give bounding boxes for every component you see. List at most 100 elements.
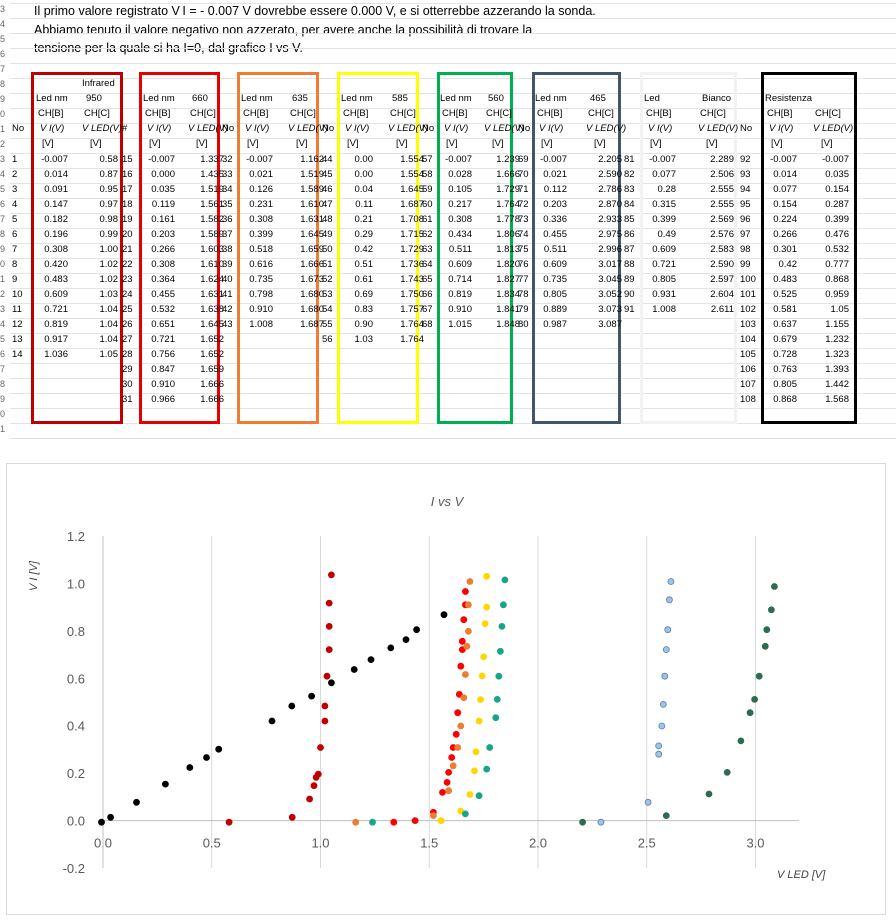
row-index: 42 [222, 304, 233, 315]
row-index: 4 [12, 199, 18, 210]
row-index: 67 [422, 304, 433, 315]
vled-value: 2.996 [598, 244, 622, 255]
data-point [458, 646, 466, 654]
data-point [161, 780, 169, 788]
row-number: 8 [0, 229, 6, 239]
data-point [492, 714, 500, 722]
vi-value: 0.532 [151, 304, 175, 315]
vled-value: 2.289 [710, 154, 734, 165]
row-index: 17 [122, 184, 133, 195]
data-point [445, 768, 453, 776]
y-tick-label: 0.2 [67, 766, 85, 781]
vi-value: 0.931 [652, 289, 676, 300]
data-point [498, 622, 506, 630]
data-point [457, 722, 465, 730]
data-point [445, 787, 453, 795]
row-index: 70 [518, 169, 529, 180]
ch-b-header: CH[B] [145, 108, 171, 119]
vi-value: -0.007 [148, 154, 175, 165]
row-index: 71 [518, 184, 529, 195]
vled-value: 2.933 [598, 214, 622, 225]
row-index: 106 [740, 364, 756, 375]
vled-value: 1.680 [300, 304, 324, 315]
x-tick-label: 3.0 [746, 836, 764, 851]
vi-value: 0.61 [354, 274, 374, 285]
row-index: 47 [322, 199, 333, 210]
unit-b: [V] [149, 138, 161, 149]
data-point [215, 745, 223, 753]
gridline [10, 183, 896, 184]
data-point [411, 817, 419, 825]
vi-value: 0.231 [249, 199, 273, 210]
vled-value: 1.162 [300, 154, 324, 165]
gridline [10, 48, 896, 49]
ch-c-header: CH[C] [84, 108, 110, 119]
row-index: 5 [12, 214, 18, 225]
data-point [751, 695, 758, 703]
data-point [475, 792, 483, 800]
vi-value: 0.714 [448, 274, 472, 285]
vi-value: 0.525 [773, 289, 797, 300]
no-header: No [422, 123, 435, 134]
row-number: 1 [0, 274, 6, 284]
data-point [768, 606, 775, 614]
row-index: 45 [322, 169, 333, 180]
vled-value: 0.98 [99, 214, 119, 225]
vled-value: 1.806 [496, 229, 520, 240]
vled-header: V LED(V) [813, 123, 854, 134]
vled-value: 1.239 [496, 154, 520, 165]
vi-header: V I(V) [769, 123, 794, 134]
vi-value: 0.83 [354, 304, 374, 315]
vled-value: 1.561 [200, 199, 224, 210]
spreadsheet: Il primo valore registrato V I = - 0.007… [0, 0, 896, 440]
vi-value: -0.007 [41, 154, 68, 165]
vi-value: 0.364 [151, 274, 175, 285]
row-index: 73 [518, 214, 529, 225]
row-index: 27 [122, 334, 133, 345]
data-point [461, 671, 469, 678]
vled-value: 1.645 [200, 319, 224, 330]
unit-b: [V] [771, 138, 783, 149]
row-number: 2 [0, 289, 6, 299]
data-point [662, 812, 670, 820]
row-index: 30 [122, 379, 133, 390]
data-point [225, 818, 233, 826]
vi-value: 0.014 [44, 169, 68, 180]
data-point [314, 770, 322, 778]
row-index: 25 [122, 304, 133, 315]
vled-value: 0.58 [99, 154, 119, 165]
vi-header: V I(V) [147, 123, 172, 134]
vled-value: 1.04 [99, 319, 119, 330]
vi-value: 0.00 [354, 154, 374, 165]
row-index: 37 [222, 229, 233, 240]
led-label: Led nm [36, 93, 68, 104]
vled-value: 1.589 [300, 184, 324, 195]
data-point [460, 616, 468, 624]
data-point [186, 764, 194, 771]
gridline [10, 153, 896, 154]
vi-value: 0.910 [448, 304, 472, 315]
row-index: 7 [12, 244, 18, 255]
data-point [413, 626, 421, 634]
vled-value: 1.631 [300, 214, 324, 225]
data-point [288, 813, 296, 821]
ch-c-header: CH[C] [290, 108, 316, 119]
data-point [369, 818, 376, 826]
vi-value: 0.721 [151, 334, 175, 345]
data-point [439, 788, 446, 796]
row-index: 103 [740, 319, 756, 330]
row-index: 20 [122, 229, 133, 240]
chart-area[interactable]: I vs V 0.0 0.5 1.0 1.5 2.0 2.5 3.0 -0.2 0.0 0.2 0.… [6, 463, 886, 915]
vi-value: 0.966 [151, 394, 175, 405]
vi-value: 0.616 [249, 259, 273, 270]
vled-header: V LED(V) [698, 123, 739, 134]
row-index: 33 [222, 169, 233, 180]
vled-value: 0.868 [825, 274, 849, 285]
row-index: 65 [422, 274, 433, 285]
vled-value: 0.959 [825, 289, 849, 300]
vled-value: 2.576 [710, 229, 734, 240]
vled-value: 1.659 [300, 244, 324, 255]
row-number: 1 [0, 124, 6, 134]
unit-c: [V] [90, 138, 102, 149]
vi-value: -0.007 [649, 154, 676, 165]
